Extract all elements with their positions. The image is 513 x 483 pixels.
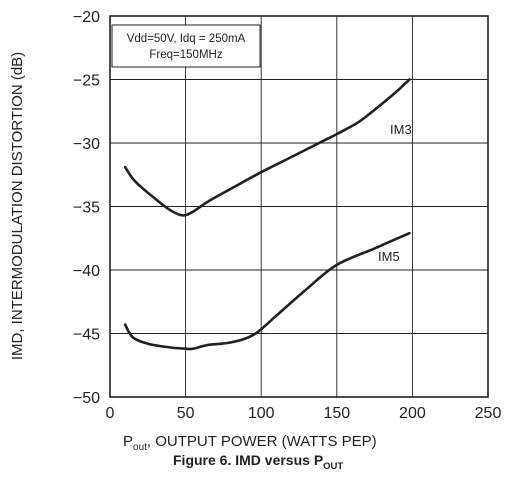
- x-tick-label: 100: [248, 405, 275, 422]
- figure-caption-main: Figure 6. IMD versus P: [173, 452, 323, 468]
- series-line-im5: [123, 231, 411, 351]
- x-tick-label: 250: [475, 405, 502, 422]
- series-lines: [123, 78, 411, 351]
- y-tick-label: −30: [73, 136, 100, 153]
- series-label-im3: IM3: [390, 122, 412, 137]
- x-tick-label: 50: [177, 405, 195, 422]
- figure-caption-sub: OUT: [323, 461, 343, 472]
- x-axis-title-rest: , OUTPUT POWER (WATTS PEP): [147, 433, 377, 450]
- y-tick-label: −25: [73, 73, 100, 90]
- x-axis-title-p: P: [123, 433, 133, 450]
- annotation-line-1: Vdd=50V, Idq = 250mA: [127, 33, 246, 45]
- annotation-box: Vdd=50V, Idq = 250mA Freq=150MHz: [111, 24, 261, 68]
- x-axis-title: Pout, OUTPUT POWER (WATTS PEP): [123, 433, 377, 453]
- y-tick-label: −40: [73, 263, 100, 280]
- annotation-line-2: Freq=150MHz: [149, 49, 222, 61]
- series-line-im3: [123, 78, 411, 217]
- y-tick-label: −45: [73, 327, 100, 344]
- x-tick-label: 200: [399, 405, 426, 422]
- figure-caption: Figure 6. IMD versus POUT: [173, 452, 343, 472]
- x-tick-label: 150: [323, 405, 350, 422]
- x-axis-title-sub: out: [133, 442, 147, 453]
- y-tick-label: −20: [73, 9, 100, 26]
- y-axis-title: IMD, INTERMODULATION DISTORTION (dB): [9, 52, 26, 360]
- y-tick-label: −50: [73, 390, 100, 407]
- x-tick-label: 0: [106, 405, 115, 422]
- plot-frame: [109, 15, 489, 398]
- series-label-im5: IM5: [378, 249, 400, 264]
- grid-lines: [110, 16, 488, 397]
- y-tick-label: −35: [73, 200, 100, 217]
- tick-labels: 0 50 100 150 200 250 −20 −25 −30 −35 −40 −45 −50: [73, 9, 502, 422]
